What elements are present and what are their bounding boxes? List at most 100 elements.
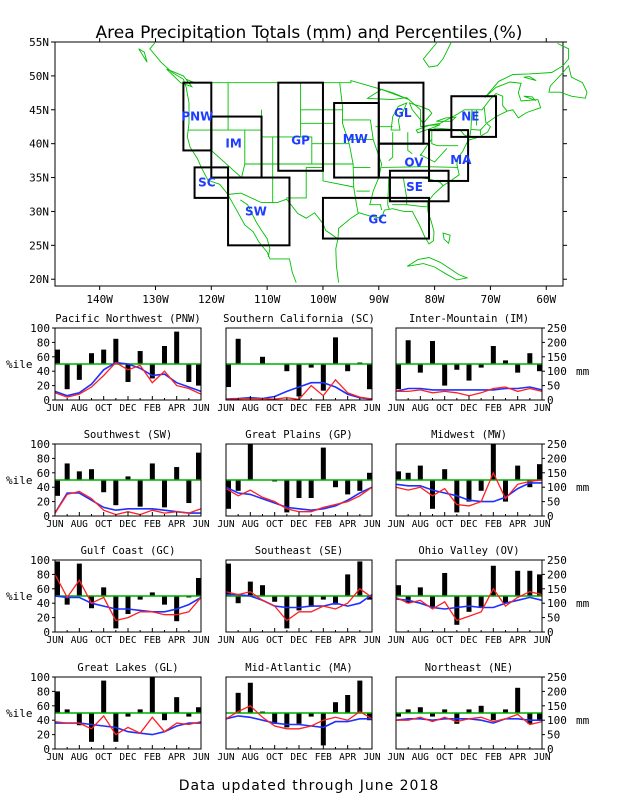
percentile-bar <box>162 346 167 364</box>
y-left-tick-label: 100 <box>30 554 50 567</box>
percentile-bar <box>296 713 302 724</box>
percentile-bar <box>260 356 265 364</box>
latitude-ticks: 55N 50N 45N 40N 35N 30N 25N 20N <box>29 36 567 286</box>
state-border <box>339 82 359 213</box>
percentile-bar <box>296 480 302 498</box>
y-right-tick-label: 250 <box>547 438 567 451</box>
panel-northeast-ne: Northeast (NE)JUN AUG OCT DEC FEB APR JUN05010… <box>387 662 589 763</box>
region-labels: PNW SC IM SW GP MW GL OV SE MA NE GC <box>181 106 479 226</box>
percentile-bar <box>430 480 435 509</box>
percentile-bar <box>442 572 448 596</box>
region-label-pnw: PNW <box>181 110 213 124</box>
y-left-tick-label: 0 <box>43 394 50 407</box>
y-left-tick-label: 0 <box>43 743 50 756</box>
observed-precip-line <box>54 574 202 622</box>
x-tick-label: JUN <box>363 635 380 646</box>
x-tick-label: FEB <box>485 635 502 646</box>
region-map: PNW SC IM SW GP MW GL OV SE MA NE GC 55N 50N 45N 40N 35… <box>29 36 588 306</box>
percentile-bar <box>186 480 192 504</box>
us-canada-border <box>186 78 508 128</box>
percentile-bar <box>333 337 338 364</box>
panel-title: Gulf Coast (GC) <box>81 545 176 557</box>
percentile-bar <box>137 480 143 507</box>
x-tick-label: AUG <box>242 519 259 530</box>
y-right-tick-label: 50 <box>547 612 560 625</box>
percentile-bar <box>55 480 60 496</box>
panel-great-plains-gp: Great Plains (GP) JUN AUG OCT DEC FEB APR JUN <box>217 429 380 530</box>
percentile-bar <box>55 691 60 713</box>
x-tick-label: APR <box>509 403 526 414</box>
y-left-tick-label: 0 <box>43 510 50 523</box>
map-coastlines <box>138 41 588 283</box>
percentile-bar <box>442 709 448 713</box>
region-label-ov: OV <box>404 156 424 170</box>
x-tick-label: AUG <box>71 403 88 414</box>
x-tick-label: OCT <box>95 403 112 414</box>
percentile-bar <box>367 364 372 390</box>
x-tick-label: DEC <box>119 403 136 414</box>
normal-precip-line <box>395 386 543 393</box>
percentile-bar <box>308 713 314 717</box>
y-right-tick-label: 250 <box>547 322 567 335</box>
percentile-bar <box>162 713 167 721</box>
region-boxes <box>182 81 498 247</box>
x-tick-label: AUG <box>71 635 88 646</box>
y-right-tick-label: 150 <box>547 351 567 364</box>
x-tick-label: DEC <box>290 635 307 646</box>
percentile-bar <box>357 680 363 713</box>
observed-precip-line <box>225 705 373 730</box>
longitude-ticks: 140W 130W 120W 110W 100W 90W 80W 70W 60W <box>86 38 557 306</box>
state-border <box>381 166 459 168</box>
y-right-tick-label: 0 <box>547 510 554 523</box>
x-tick-label: JUN <box>533 519 550 530</box>
lat-tick-label: 25N <box>29 239 49 252</box>
x-tick-label: OCT <box>436 635 453 646</box>
percentile-bar <box>196 364 201 386</box>
x-tick-label: FEB <box>485 752 502 763</box>
y-right-tick-label: 50 <box>547 496 560 509</box>
lat-tick-label: 30N <box>29 205 49 218</box>
y-left-tick-label: 20 <box>37 612 50 625</box>
percentile-bar <box>196 452 201 480</box>
percentile-bar <box>333 596 338 605</box>
observed-precip-line <box>396 713 543 726</box>
percentile-bar <box>284 480 290 513</box>
percentile-bar <box>272 596 278 602</box>
x-tick-label: JUN <box>387 635 404 646</box>
lake-erie <box>415 124 441 134</box>
percentile-bar <box>76 713 82 726</box>
percentile-bar <box>101 480 107 493</box>
percentile-bar <box>284 364 290 372</box>
percentile-bar <box>490 346 496 364</box>
percentile-bar <box>125 364 131 382</box>
panel-southern-california-sc: Southern California (SC) JUN AUG OCT DEC FEB A… <box>217 313 380 414</box>
y-right-tick-label: 150 <box>547 467 567 480</box>
y-left-tick-label: 60 <box>37 467 50 480</box>
vancouver-island <box>166 68 194 88</box>
x-tick-label: FEB <box>315 403 332 414</box>
normal-precip-line <box>226 593 373 609</box>
y-right-tick-label: 250 <box>547 554 567 567</box>
x-tick-label: JUN <box>387 519 404 530</box>
x-tick-label: DEC <box>290 403 307 414</box>
percentile-bar <box>333 480 338 488</box>
percentile-bar <box>515 570 521 596</box>
lat-tick-label: 40N <box>29 138 49 151</box>
percentile-bar <box>466 364 472 381</box>
observed-precip-line <box>395 587 543 622</box>
x-tick-label: JUN <box>217 519 234 530</box>
x-tick-label: APR <box>509 752 526 763</box>
percentile-bar <box>454 364 460 370</box>
y-right-tick-label: 100 <box>547 714 567 727</box>
state-border <box>407 132 413 155</box>
region-box-ne <box>450 95 498 138</box>
x-tick-label: AUG <box>242 752 259 763</box>
percentile-bar <box>186 713 192 717</box>
x-tick-label: APR <box>339 635 356 646</box>
lake-huron <box>408 102 433 125</box>
region-label-ne: NE <box>461 110 479 124</box>
percentile-bar <box>196 707 201 713</box>
y-left-tick-label: 40 <box>37 481 50 494</box>
percentile-bar <box>320 596 326 600</box>
x-tick-label: JUN <box>363 519 380 530</box>
